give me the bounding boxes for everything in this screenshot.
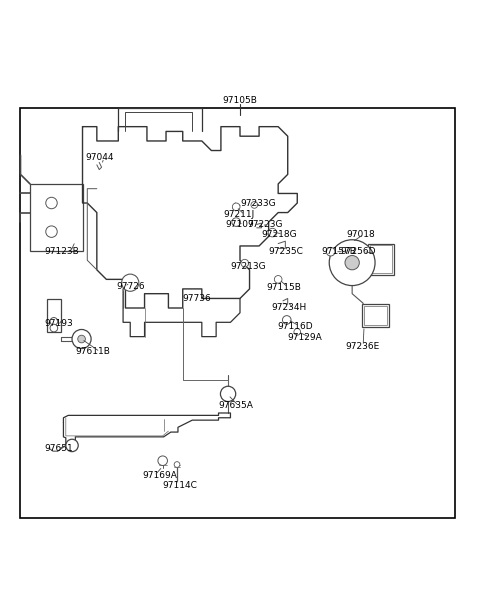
Text: 97105B: 97105B <box>223 96 257 105</box>
Text: 97157B: 97157B <box>321 247 356 256</box>
Circle shape <box>174 461 180 468</box>
Bar <box>370 246 392 273</box>
Text: 97235C: 97235C <box>269 247 303 256</box>
Circle shape <box>220 386 236 402</box>
Circle shape <box>46 197 57 209</box>
Circle shape <box>50 324 58 332</box>
Text: 97018: 97018 <box>346 230 375 238</box>
Bar <box>30 184 83 251</box>
Text: 97651: 97651 <box>44 444 73 453</box>
Text: 97218G: 97218G <box>262 230 297 238</box>
Text: 97114C: 97114C <box>163 481 198 490</box>
Bar <box>364 306 387 325</box>
Text: 97115B: 97115B <box>266 283 301 293</box>
Circle shape <box>78 335 85 343</box>
Bar <box>47 299 61 332</box>
Text: 97236E: 97236E <box>345 342 379 351</box>
Circle shape <box>158 456 168 466</box>
Circle shape <box>345 256 360 270</box>
Circle shape <box>232 218 240 227</box>
Text: 97044: 97044 <box>85 153 113 162</box>
Circle shape <box>232 203 240 211</box>
Circle shape <box>251 201 258 208</box>
Text: 97223G: 97223G <box>247 220 283 229</box>
Text: 97193: 97193 <box>44 318 73 328</box>
Circle shape <box>50 317 58 325</box>
Circle shape <box>241 259 249 267</box>
Circle shape <box>326 248 335 256</box>
Circle shape <box>282 315 291 324</box>
Circle shape <box>268 229 277 237</box>
Circle shape <box>72 330 91 349</box>
Text: 97129A: 97129A <box>288 333 323 342</box>
Circle shape <box>275 275 282 283</box>
Text: 97107: 97107 <box>226 220 254 229</box>
Text: 97116D: 97116D <box>277 322 313 331</box>
Text: 97611B: 97611B <box>75 347 110 357</box>
Circle shape <box>329 240 375 286</box>
Text: 97726: 97726 <box>116 282 144 291</box>
Text: 97736: 97736 <box>183 294 212 303</box>
Text: 97635A: 97635A <box>218 402 253 410</box>
Text: 97213G: 97213G <box>230 262 266 270</box>
Circle shape <box>46 226 57 237</box>
Text: 97234H: 97234H <box>271 304 306 312</box>
Text: 97233G: 97233G <box>240 200 276 208</box>
Bar <box>362 304 389 327</box>
Circle shape <box>294 328 300 335</box>
Text: 97123B: 97123B <box>44 247 79 256</box>
Text: 97211J: 97211J <box>223 211 254 219</box>
Circle shape <box>66 439 78 452</box>
Text: 97256D: 97256D <box>340 247 376 256</box>
Bar <box>368 243 394 275</box>
Text: 97169A: 97169A <box>142 471 177 480</box>
Circle shape <box>121 274 139 291</box>
